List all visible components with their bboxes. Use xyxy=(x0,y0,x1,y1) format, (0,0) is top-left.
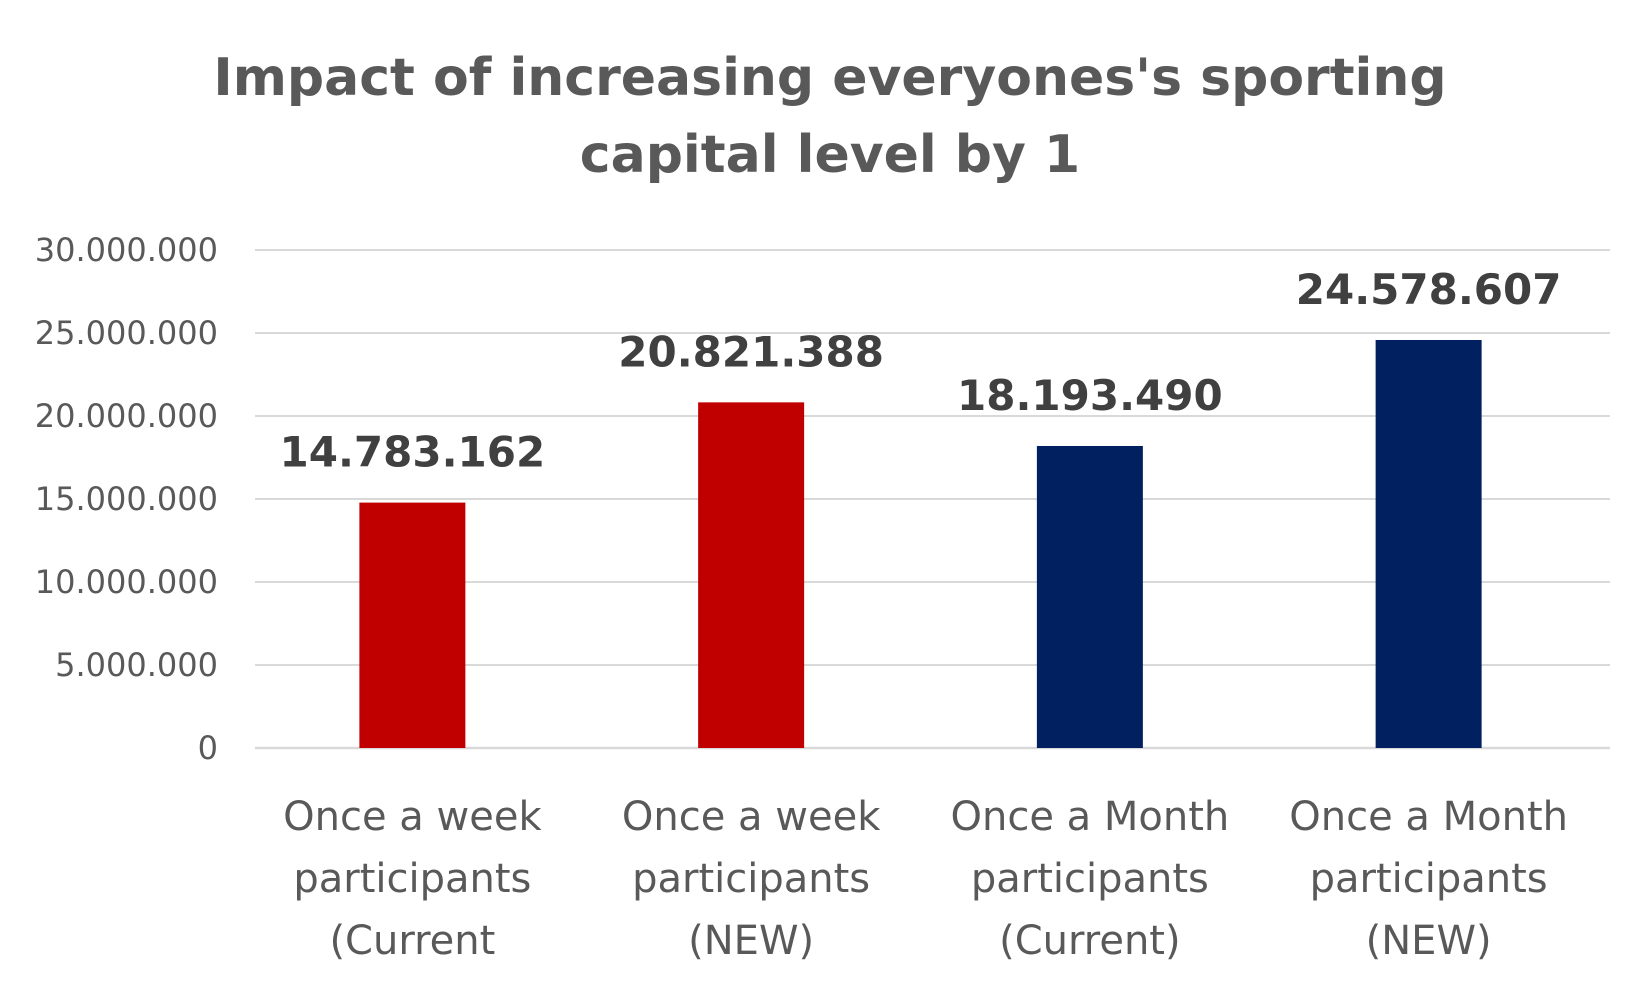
category-label: participants xyxy=(293,856,531,902)
bar xyxy=(359,502,466,748)
bar xyxy=(1036,445,1143,748)
data-label: 18.193.490 xyxy=(957,371,1223,420)
y-tick-label: 0 xyxy=(198,729,218,767)
category-label: Once a week xyxy=(283,794,542,840)
y-tick-label: 30.000.000 xyxy=(35,231,218,269)
category-label: Once a Month xyxy=(1289,794,1568,840)
data-label: 14.783.162 xyxy=(280,428,546,477)
chart-title: Impact of increasing everyones's sportin… xyxy=(213,48,1446,185)
category-label: (NEW) xyxy=(1366,918,1492,964)
y-tick-label: 20.000.000 xyxy=(35,397,218,435)
category-label: (Current) xyxy=(999,918,1180,964)
category-label: Once a Month xyxy=(951,794,1230,840)
chart-title-line: capital level by 1 xyxy=(580,125,1080,185)
bars xyxy=(359,339,1482,748)
y-tick-label: 5.000.000 xyxy=(55,646,218,684)
x-axis-categories: Once a week participants (Current Once a we… xyxy=(283,794,1568,964)
y-tick-label: 25.000.000 xyxy=(35,314,218,352)
category-label: (NEW) xyxy=(688,918,814,964)
y-tick-label: 10.000.000 xyxy=(35,563,218,601)
y-axis-ticks: 0 5.000.000 10.000.000 15.000.000 20.000.000… xyxy=(35,231,218,767)
chart-title-line: Impact of increasing everyones's sportin… xyxy=(213,48,1446,108)
category-label: Once a week xyxy=(622,794,881,840)
category-label: participants xyxy=(632,856,870,902)
data-labels: 14.783.162 20.821.388 18.193.490 24.578.607 xyxy=(280,265,1562,477)
category-label: participants xyxy=(1310,856,1548,902)
data-label: 20.821.388 xyxy=(618,327,884,376)
category-label: (Current xyxy=(329,918,495,964)
y-tick-label: 15.000.000 xyxy=(35,480,218,518)
data-label: 24.578.607 xyxy=(1296,265,1562,314)
bar xyxy=(698,402,805,748)
category-label: participants xyxy=(971,856,1209,902)
bar xyxy=(1375,339,1482,748)
